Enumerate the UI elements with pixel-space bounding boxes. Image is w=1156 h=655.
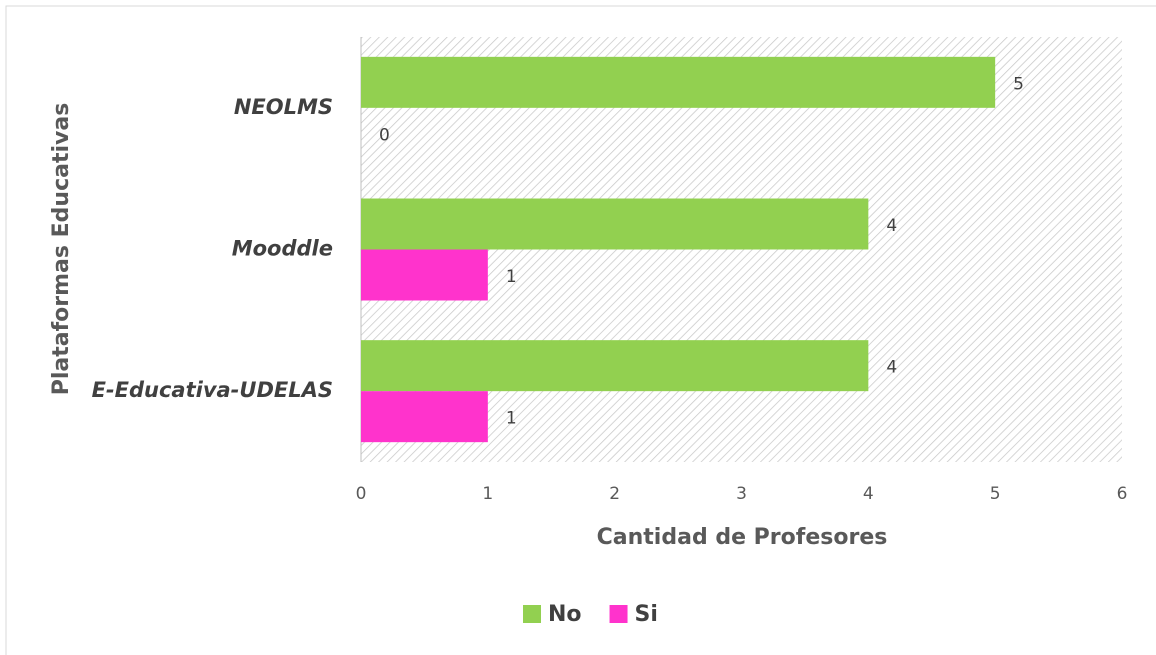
- x-tick-label: 4: [863, 484, 874, 504]
- data-label: 5: [1013, 74, 1024, 94]
- legend-swatch: [609, 605, 628, 623]
- y-tick-label: Mooddle: [232, 237, 333, 261]
- bar: [361, 56, 996, 108]
- y-axis-title: Plataformas Educativas: [49, 103, 74, 396]
- bar: [361, 340, 869, 392]
- data-label: 1: [506, 267, 517, 287]
- y-tick-label: E-Educativa-UDELAS: [92, 378, 333, 402]
- x-tick-label: 0: [356, 484, 367, 504]
- x-tick-label: 6: [1117, 484, 1128, 504]
- legend-label: No: [548, 602, 582, 627]
- x-axis-title: Cantidad de Profesores: [597, 525, 888, 550]
- x-tick-label: 1: [482, 484, 493, 504]
- data-label: 1: [506, 409, 517, 429]
- y-tick-label: NEOLMS: [234, 95, 333, 119]
- legend-label: Si: [635, 602, 658, 627]
- x-tick-label: 5: [990, 484, 1001, 504]
- data-label: 4: [886, 216, 897, 236]
- x-tick-label: 3: [736, 484, 747, 504]
- data-label: 4: [886, 358, 897, 378]
- bar: [361, 391, 488, 443]
- bar: [361, 198, 869, 250]
- data-label: 0: [379, 125, 390, 145]
- bar: [361, 249, 488, 301]
- x-tick-label: 2: [609, 484, 620, 504]
- chart-frame: [5, 5, 1156, 655]
- legend-swatch: [523, 605, 541, 623]
